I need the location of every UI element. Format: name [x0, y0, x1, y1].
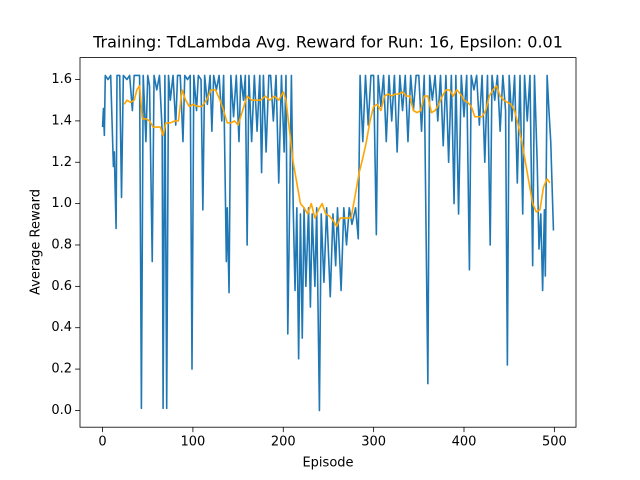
x-tick-label: 0	[98, 435, 106, 450]
x-axis-label: Episode	[302, 456, 353, 471]
plot-frame	[79, 57, 577, 428]
y-tick-label: 1.0	[51, 196, 72, 211]
y-tick-label: 1.6	[51, 72, 72, 87]
y-tick-label: 0.6	[51, 279, 72, 294]
line-series	[123, 84, 551, 228]
y-tick-label: 1.4	[51, 113, 72, 128]
chart-title: Training: TdLambda Avg. Reward for Run: …	[92, 33, 563, 52]
y-tick-label: 0.0	[51, 403, 72, 418]
y-axis-label: Average Reward	[29, 189, 44, 295]
y-tick-label: 0.4	[51, 320, 72, 335]
y-tick-label: 0.8	[51, 237, 72, 252]
x-tick-label: 100	[180, 435, 205, 450]
x-tick-label: 400	[452, 435, 477, 450]
y-tick-label: 0.2	[51, 362, 72, 377]
x-tick-label: 200	[271, 435, 296, 450]
x-tick-label: 300	[361, 435, 386, 450]
line-series	[101, 74, 555, 412]
x-tick-label: 500	[542, 435, 567, 450]
y-tick-label: 1.2	[51, 155, 72, 170]
